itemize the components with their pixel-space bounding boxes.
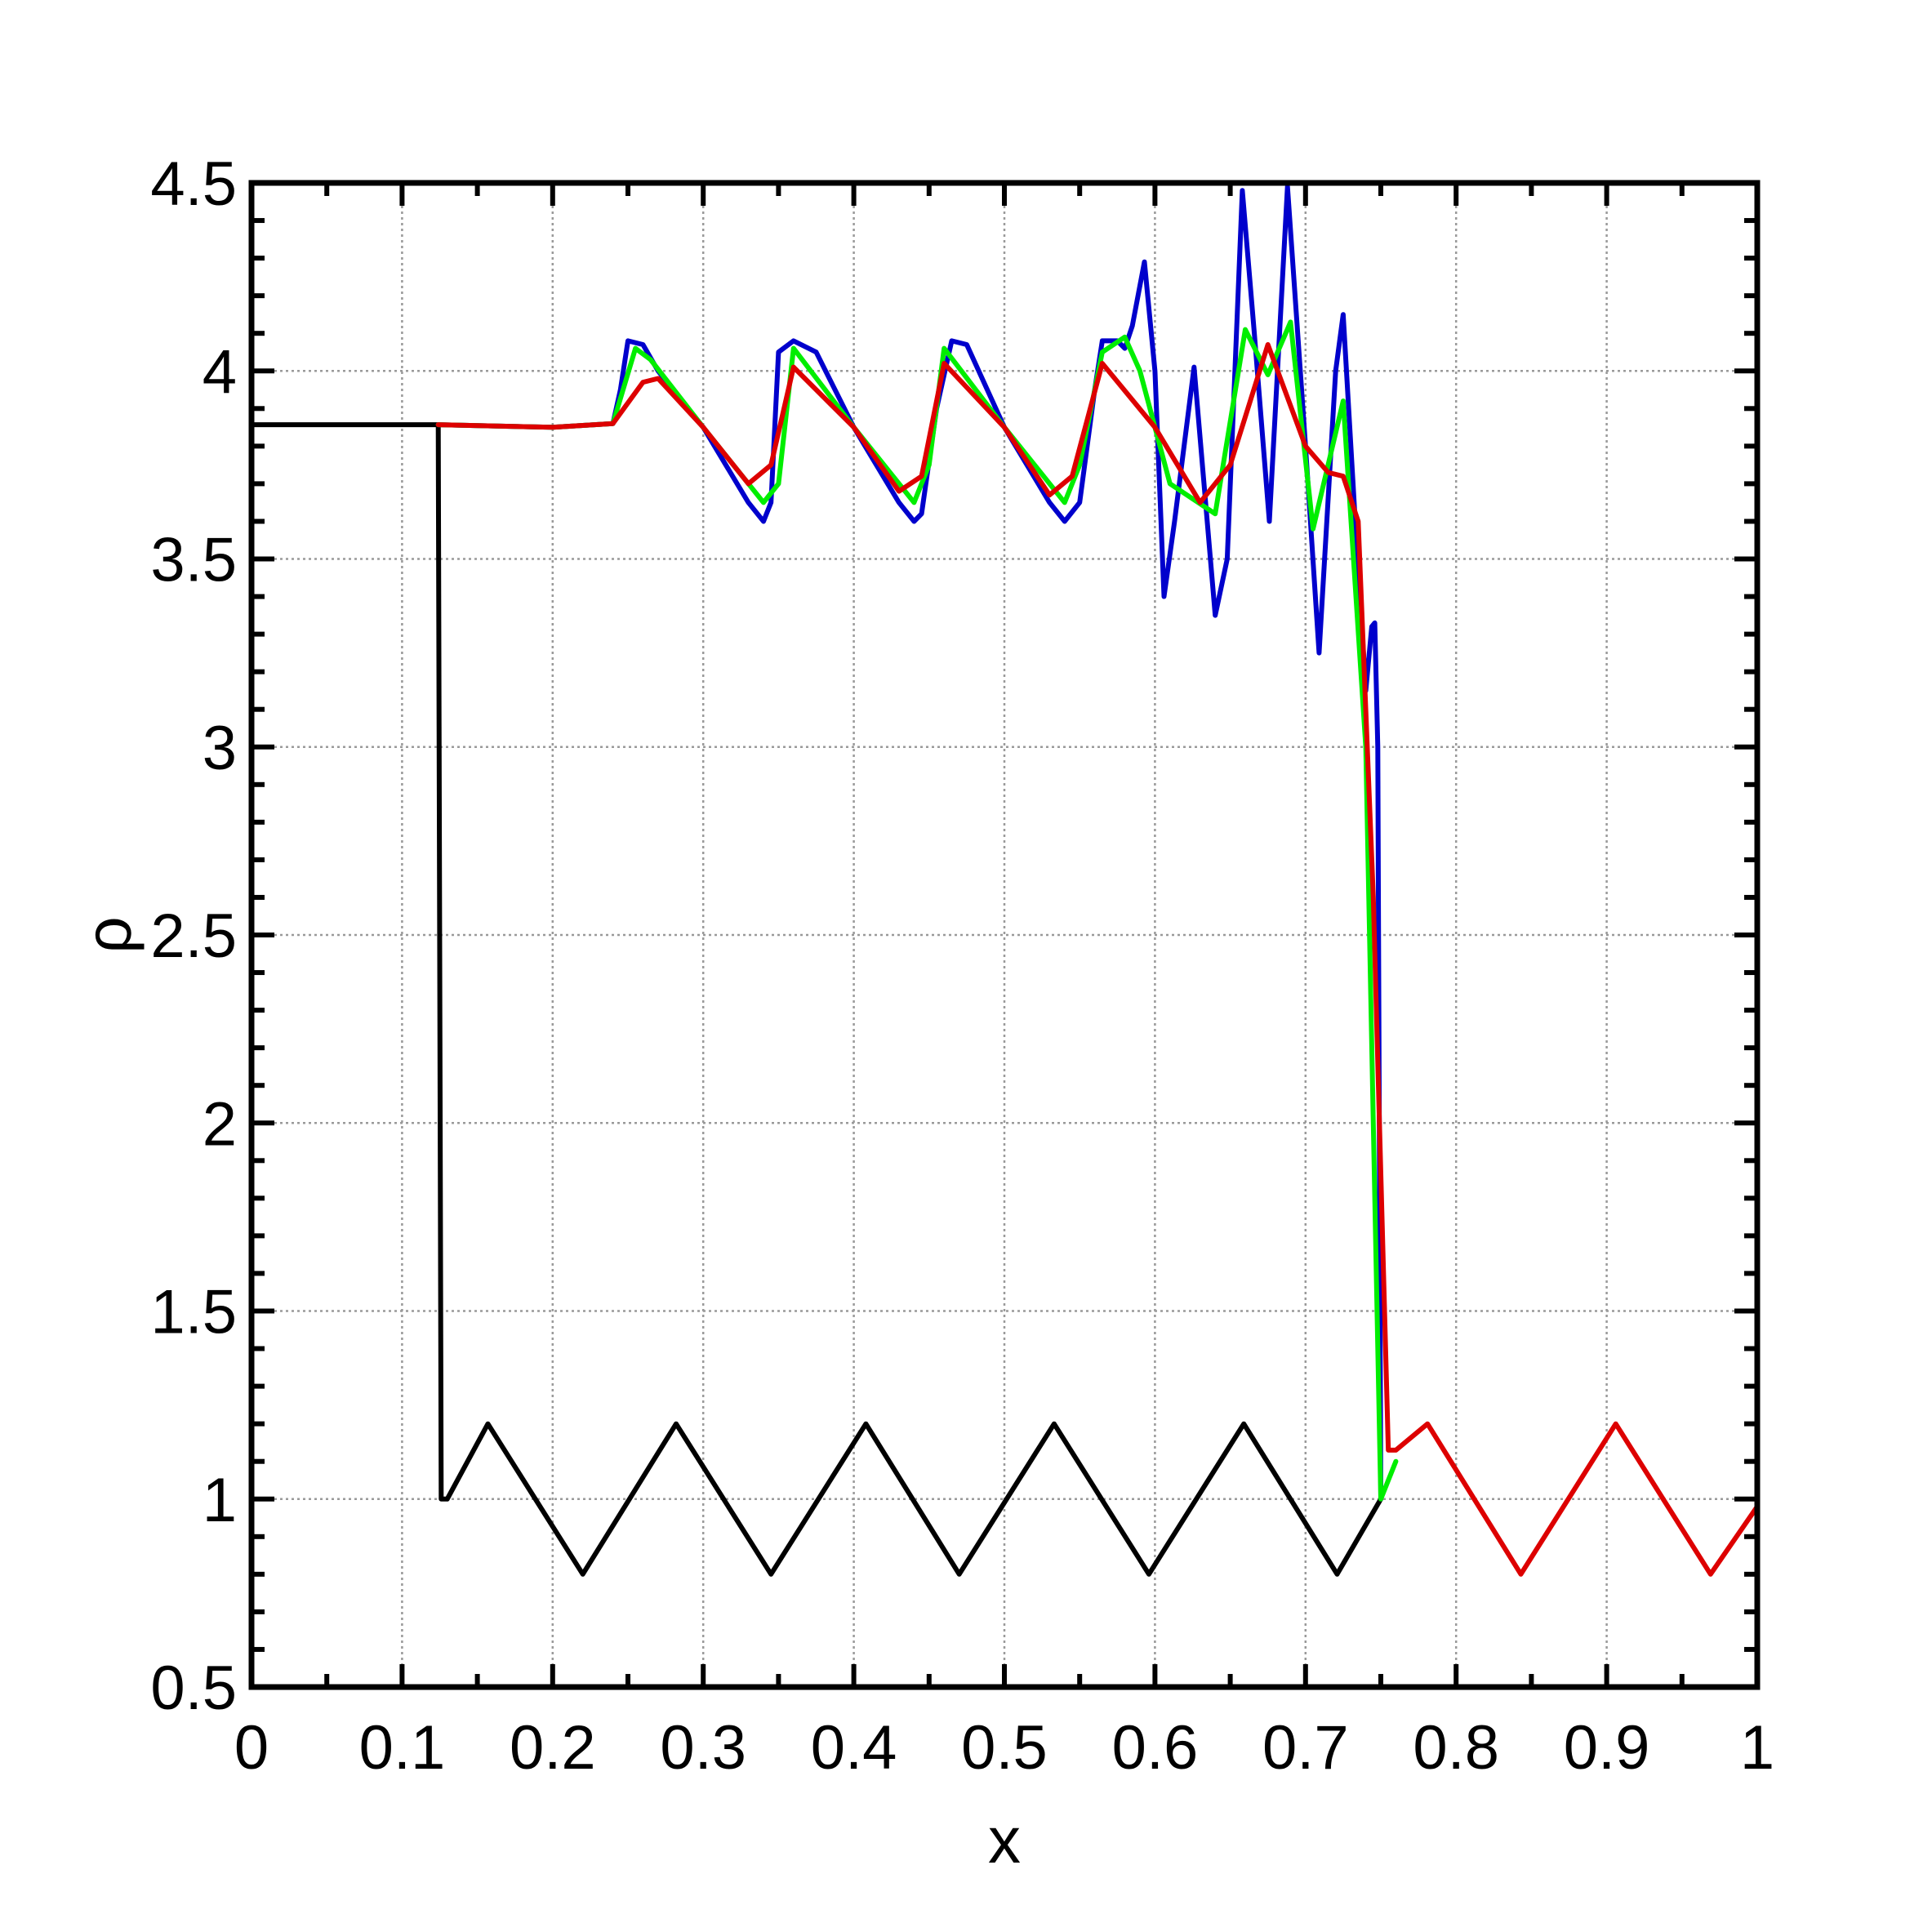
- plot-frame: [248, 180, 1761, 1690]
- y-tick-label: 4: [203, 337, 237, 407]
- x-tick-label: 0.7: [1262, 1713, 1349, 1783]
- y-tick-label: 0.5: [150, 1654, 237, 1723]
- x-tick-labels: 0 0.1 0.2 0.3 0.4 0.5 0.6 0.7 0.8 0.9 1: [234, 1713, 1774, 1783]
- x-tick-label: 0.4: [811, 1713, 897, 1783]
- series-line-1: [249, 422, 1383, 1577]
- x-tick-label: 0.9: [1564, 1713, 1650, 1783]
- y-tick-label: 1.5: [150, 1278, 237, 1347]
- y-axis-title: ρ: [72, 916, 145, 954]
- x-tick-label: 0: [234, 1713, 269, 1783]
- y-tick-label: 3.5: [150, 526, 237, 595]
- x-tick-label: 0.5: [961, 1713, 1048, 1783]
- plot-series: [249, 184, 1760, 1577]
- y-tick-label: 2: [203, 1089, 237, 1159]
- y-tick-label: 4.5: [150, 149, 237, 219]
- y-tick-label: 1: [203, 1466, 237, 1535]
- x-axis-title: x: [988, 1804, 1021, 1876]
- x-tick-label: 0.3: [660, 1713, 746, 1783]
- y-tick-label: 3: [203, 714, 237, 783]
- series-line-4: [435, 342, 1760, 1577]
- x-tick-label: 0.2: [510, 1713, 596, 1783]
- y-tick-labels: 0.5 1 1.5 2 2.5 3 3.5 4 4.5: [150, 149, 237, 1723]
- x-tick-label: 0.1: [359, 1713, 446, 1783]
- x-tick-label: 1: [1740, 1713, 1774, 1783]
- x-tick-label: 0.8: [1413, 1713, 1499, 1783]
- y-tick-label: 2.5: [150, 901, 237, 971]
- x-tick-label: 0.6: [1112, 1713, 1199, 1783]
